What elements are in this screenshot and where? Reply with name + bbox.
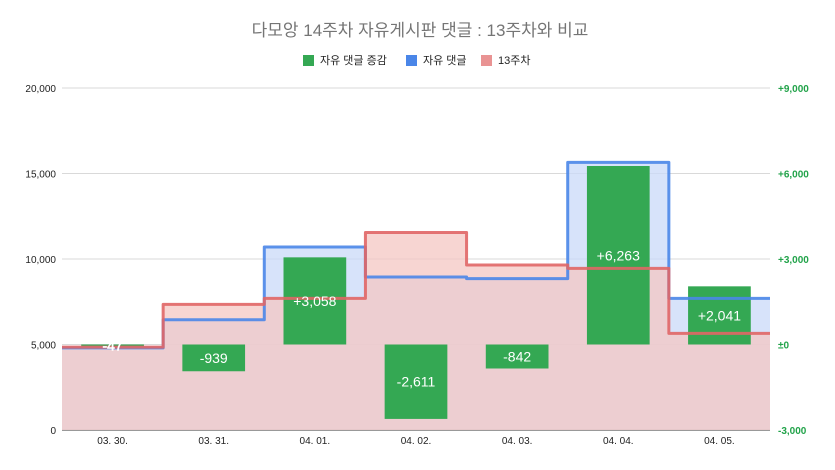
bar-data-label: -842 bbox=[503, 348, 531, 364]
x-tick: 04. 04. bbox=[603, 436, 634, 447]
bar-data-label: -2,611 bbox=[397, 374, 436, 390]
bar bbox=[586, 166, 650, 345]
legend-swatch-change bbox=[303, 55, 314, 66]
legend-swatch-comments bbox=[406, 55, 417, 66]
x-tick: 03. 31. bbox=[198, 436, 229, 447]
y-tick-left: 5,000 bbox=[31, 341, 56, 352]
bar bbox=[81, 344, 144, 347]
bar bbox=[283, 257, 347, 345]
x-tick: 04. 02. bbox=[401, 436, 432, 447]
y-tick-right: +3,000 bbox=[778, 255, 809, 266]
bar-data-label: -939 bbox=[200, 350, 228, 366]
step-line-0 bbox=[62, 160, 770, 350]
legend-swatch-week13 bbox=[481, 55, 492, 66]
y-tick-right: -3,000 bbox=[778, 426, 807, 437]
x-tick: 04. 03. bbox=[502, 436, 533, 447]
bar-labels: -47 -939 +3,058 -2,611 -842 +6,263 +2,041 bbox=[102, 247, 741, 389]
y-tick-right: ±0 bbox=[778, 341, 789, 352]
bar-data-label: +3,058 bbox=[293, 293, 336, 309]
bar bbox=[182, 344, 246, 372]
y-tick-left: 15,000 bbox=[25, 170, 56, 181]
bar bbox=[485, 344, 549, 369]
x-tick: 04. 01. bbox=[300, 436, 331, 447]
legend: 자유 댓글 증감 자유 댓글 13주차 bbox=[303, 54, 530, 67]
y-tick-left: 20,000 bbox=[25, 84, 56, 95]
chart-title: 다모앙 14주차 자유게시판 댓글 : 13주차와 비교 bbox=[252, 21, 589, 40]
bar-data-label: +6,263 bbox=[597, 247, 640, 263]
legend-label-week13: 13주차 bbox=[498, 54, 530, 67]
y-tick-right: +6,000 bbox=[778, 170, 809, 181]
legend-label-change: 자유 댓글 증감 bbox=[320, 54, 387, 67]
legend-label-comments: 자유 댓글 bbox=[423, 54, 467, 67]
x-tick: 04. 05. bbox=[704, 436, 735, 447]
bar-data-label: +2,041 bbox=[698, 307, 741, 323]
step-line-1 bbox=[62, 230, 770, 349]
y-tick-left: 0 bbox=[50, 426, 56, 437]
axes: 0 5,000 10,000 15,000 20,000 -3,000 ±0 +3,000 +6… bbox=[25, 84, 809, 447]
bar bbox=[384, 344, 448, 419]
y-tick-left: 10,000 bbox=[25, 255, 56, 266]
line-series bbox=[62, 160, 770, 350]
y-tick-right: +9,000 bbox=[778, 84, 809, 95]
x-tick: 03. 30. bbox=[97, 436, 128, 447]
bar-data-label: -47 bbox=[102, 338, 122, 354]
